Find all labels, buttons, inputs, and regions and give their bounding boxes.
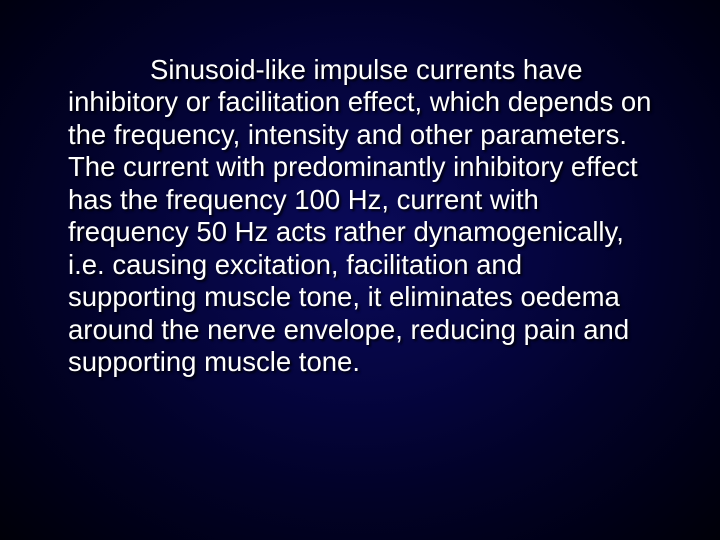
slide-content: Sinusoid-like impulse currents have inhi…: [68, 54, 652, 378]
body-paragraph: Sinusoid-like impulse currents have inhi…: [68, 54, 652, 378]
